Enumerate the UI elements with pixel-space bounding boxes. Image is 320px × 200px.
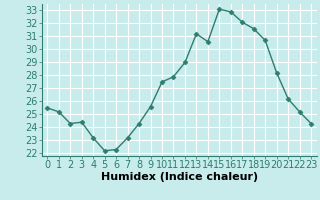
X-axis label: Humidex (Indice chaleur): Humidex (Indice chaleur) [100,172,258,182]
